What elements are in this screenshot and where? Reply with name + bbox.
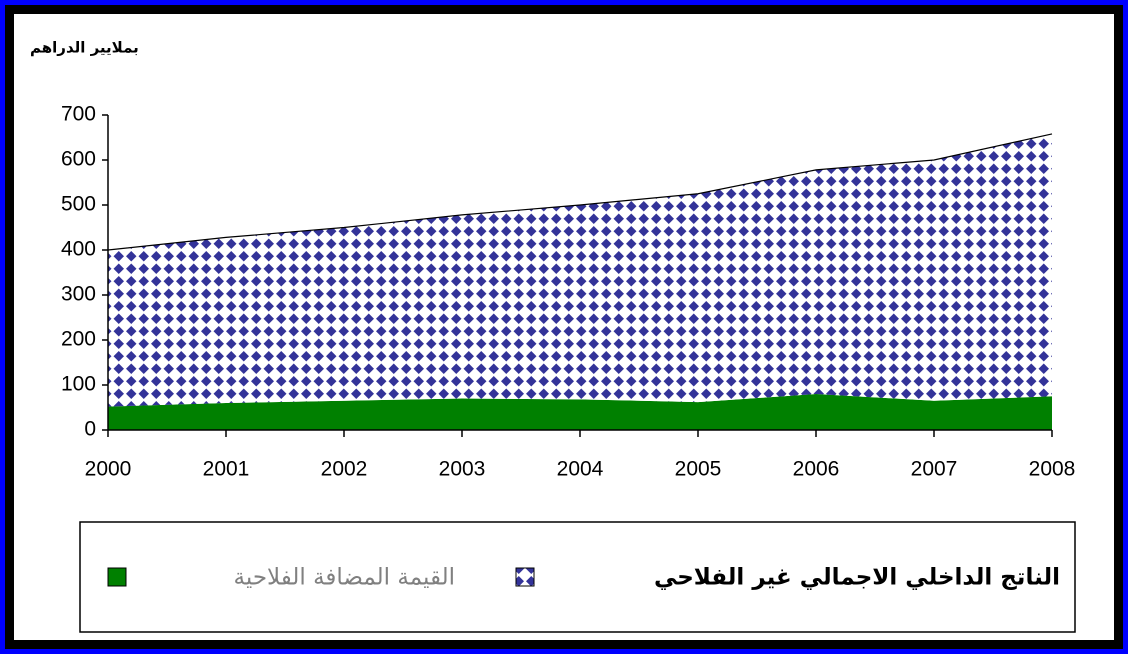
- x-tick-label: 2002: [321, 458, 368, 481]
- x-tick-label: 2001: [203, 458, 250, 481]
- y-tick-label: 0: [84, 418, 96, 441]
- y-tick-label: 200: [61, 328, 96, 351]
- area: [108, 394, 1052, 430]
- legend-swatch: [515, 567, 535, 587]
- x-tick-label: 2000: [85, 458, 132, 481]
- y-tick-label: 300: [61, 283, 96, 306]
- legend-label: القيمة المضافة الفلاحية: [234, 565, 455, 591]
- y-tick-label: 500: [61, 193, 96, 216]
- x-tick-label: 2007: [911, 458, 958, 481]
- x-tick-label: 2006: [793, 458, 840, 481]
- legend-swatch: [107, 567, 127, 587]
- legend-label: الناتج الداخلي الاجمالي غير الفلاحي: [654, 565, 1060, 591]
- y-tick-label: 400: [61, 238, 96, 261]
- y-tick-label: 100: [61, 373, 96, 396]
- x-tick-label: 2003: [439, 458, 486, 481]
- x-tick-label: 2004: [557, 458, 604, 481]
- area-outline: [107, 133, 1053, 251]
- area: [108, 133, 1052, 407]
- y-axis-label: بملايير الدراهم: [30, 39, 139, 57]
- y-tick-label: 600: [61, 148, 96, 171]
- legend: [79, 521, 1076, 633]
- x-tick-label: 2008: [1029, 458, 1076, 481]
- x-tick-label: 2005: [675, 458, 722, 481]
- y-tick-label: 700: [61, 103, 96, 126]
